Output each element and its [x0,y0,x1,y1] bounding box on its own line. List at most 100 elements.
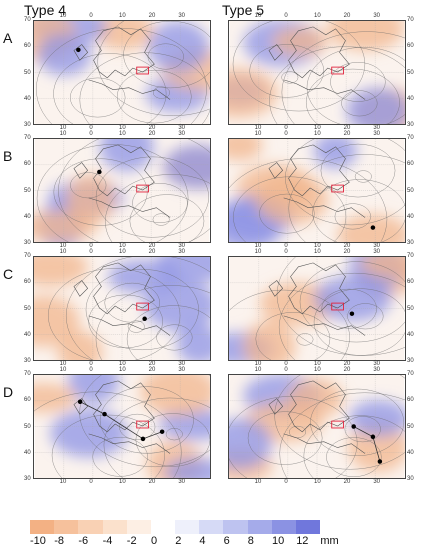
lon-tick-label: 10 [254,131,262,137]
colorbar-swatch [271,520,296,534]
study-region-box [331,302,344,311]
column-title-type5: Type 5 [222,2,265,18]
cyclone-center-marker [351,424,356,429]
colorbar-tick-label: 4 [199,535,206,547]
study-region-box [136,66,149,75]
lon-tick-label: 10 [59,131,67,137]
lon-tick-label: 0 [89,361,93,367]
cyclone-center-marker [370,434,376,440]
colorbar-swatch [102,520,127,534]
lat-tick-label: 40 [407,331,414,338]
lon-tick-label: 30 [178,243,186,249]
lon-tick-label: 30 [178,367,186,373]
colorbar-swatch [30,520,55,534]
row-label-c: C [3,266,14,282]
lat-tick-label: 40 [407,95,414,102]
lat-tick-label: 70 [24,253,31,259]
map-panel-c-type5 [228,256,406,361]
lon-tick-label: 10 [59,367,67,373]
column-title-type4: Type 4 [24,2,67,18]
cyclone-center-marker [140,436,146,442]
lon-tick-label: 20 [148,131,156,137]
lon-tick-label: 20 [148,243,156,249]
colorbar-tick-label: -2 [126,535,137,547]
lon-tick-label: 30 [373,13,381,19]
cyclone-center-marker [97,169,102,175]
lon-tick-label: 10 [314,367,321,373]
lon-tick-label: 20 [343,131,351,137]
lat-tick-label: 30 [407,240,414,246]
lon-tick-label: 0 [89,243,93,249]
lon-tick-label: 10 [119,249,126,255]
map-panel-a-type4 [33,20,211,125]
row-label-a: A [3,30,13,46]
lon-tick-label: 0 [89,249,93,255]
colorbar-swatch [54,520,79,534]
colorbar-tick-label: 10 [272,535,285,547]
lon-tick-label: 30 [178,125,186,131]
map-panel-a-type5 [228,20,406,125]
lon-tick-label: 20 [148,13,156,19]
study-region-box [136,184,149,193]
lon-tick-label: 10 [59,13,67,19]
lon-tick-label: 20 [343,479,351,485]
lon-tick-label: 0 [89,367,93,373]
lat-tick-label: 60 [24,397,31,404]
lon-tick-label: 30 [178,13,186,19]
lat-tick-label: 40 [407,213,414,220]
lat-tick-label: 40 [24,449,31,456]
colorbar [30,520,321,534]
lon-tick-label: 0 [89,125,93,131]
lat-tick-label: 70 [407,371,414,377]
lon-tick-label: 10 [314,249,321,255]
lon-tick-label: 0 [284,243,288,249]
lat-tick-label: 40 [24,213,31,220]
cyclone-center-marker [349,311,355,316]
lat-tick-label: 30 [24,122,31,128]
lat-tick-label: 40 [407,449,414,456]
row-label-d: D [3,384,14,400]
lat-tick-label: 50 [407,69,414,76]
colorbar-swatch [78,520,103,534]
lon-tick-label: 20 [148,125,156,131]
colorbar-swatch [199,520,224,534]
study-region-box [136,420,149,429]
cyclone-center-marker [159,429,165,434]
lon-tick-label: 30 [178,249,186,255]
colorbar-swatch [295,520,321,534]
lon-tick-label: 0 [89,131,93,137]
lat-tick-label: 50 [24,305,31,312]
lon-tick-label: 20 [148,249,156,255]
lat-tick-label: 60 [24,43,31,50]
lat-tick-label: 60 [24,279,31,286]
lat-tick-label: 50 [24,187,31,194]
lon-tick-label: 10 [119,243,126,249]
lat-tick-label: 50 [407,305,414,312]
lon-tick-label: 10 [119,361,126,367]
lon-tick-label: 0 [284,249,288,255]
lon-tick-label: 0 [284,125,288,131]
lon-tick-label: 10 [59,243,67,249]
lon-tick-label: 30 [373,125,381,131]
lon-tick-label: 10 [254,361,262,367]
lon-tick-label: 10 [314,13,321,19]
map-panel-c-type4 [33,256,211,361]
lon-tick-label: 10 [59,361,67,367]
cyclone-center-marker [76,47,81,53]
lon-tick-label: 20 [148,367,156,373]
lon-tick-label: 10 [254,125,262,131]
lat-tick-label: 60 [407,397,414,404]
cyclone-center-marker [377,459,383,464]
lon-tick-label: 0 [284,131,288,137]
colorbar-tick-label: 6 [223,535,230,547]
lon-tick-label: 10 [119,131,126,137]
cyclone-center-marker [142,316,147,322]
lon-tick-label: 10 [254,243,262,249]
cyclone-center-marker [77,399,83,405]
lon-tick-label: 30 [373,361,381,367]
lat-tick-label: 50 [407,187,414,194]
map-panel-d-type5 [228,374,406,479]
lon-tick-label: 10 [314,479,321,485]
colorbar-swatch [175,520,200,534]
lon-tick-label: 20 [343,125,351,131]
